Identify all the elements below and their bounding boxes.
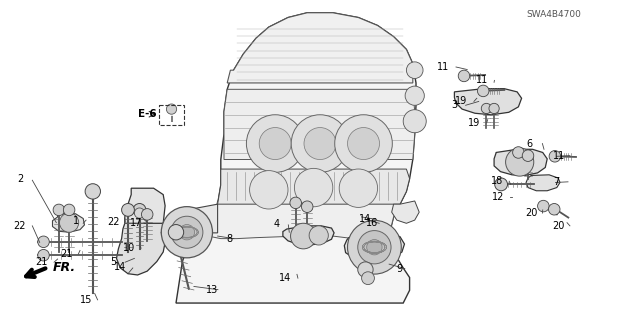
Circle shape [477, 85, 489, 97]
Text: 2: 2 [17, 174, 24, 184]
Circle shape [291, 115, 349, 172]
Text: 6: 6 [527, 138, 533, 149]
Text: 13: 13 [206, 285, 219, 295]
Circle shape [291, 223, 316, 249]
Circle shape [458, 70, 470, 82]
Circle shape [403, 110, 426, 133]
Circle shape [348, 220, 401, 274]
Polygon shape [494, 149, 547, 175]
Circle shape [250, 171, 288, 209]
Circle shape [179, 225, 195, 240]
Circle shape [513, 147, 524, 158]
Circle shape [367, 240, 382, 255]
Text: 21: 21 [60, 249, 73, 259]
Text: 14: 14 [279, 272, 292, 283]
Bar [159, 105, 184, 125]
Text: 19: 19 [455, 96, 468, 107]
Circle shape [301, 201, 313, 212]
Circle shape [63, 204, 75, 216]
Polygon shape [52, 214, 84, 232]
Polygon shape [224, 89, 415, 160]
Text: 11: 11 [476, 75, 488, 85]
Circle shape [522, 150, 534, 161]
Circle shape [259, 128, 291, 160]
Text: 5: 5 [110, 256, 116, 267]
Text: 3: 3 [451, 100, 458, 110]
Circle shape [549, 151, 561, 162]
Circle shape [290, 197, 301, 209]
Text: 9: 9 [396, 263, 403, 274]
Circle shape [548, 204, 560, 215]
Polygon shape [454, 89, 522, 115]
Text: 20: 20 [552, 221, 564, 232]
Circle shape [489, 103, 499, 114]
Polygon shape [211, 201, 400, 242]
Circle shape [406, 62, 423, 78]
Text: 18: 18 [490, 176, 503, 186]
Circle shape [168, 225, 184, 240]
Circle shape [38, 249, 49, 261]
Circle shape [358, 231, 391, 264]
Text: 16: 16 [366, 218, 379, 228]
Polygon shape [161, 220, 211, 243]
Circle shape [358, 262, 373, 277]
Text: 4: 4 [273, 219, 280, 229]
Circle shape [171, 216, 203, 248]
Circle shape [60, 213, 79, 232]
Circle shape [161, 207, 212, 258]
Circle shape [294, 168, 333, 207]
Polygon shape [227, 13, 413, 83]
Text: 14: 14 [358, 214, 371, 224]
Circle shape [339, 169, 378, 207]
Circle shape [309, 226, 328, 245]
Polygon shape [116, 223, 166, 275]
Text: 22: 22 [107, 217, 120, 227]
Text: 22: 22 [13, 221, 26, 231]
Text: 20: 20 [525, 208, 538, 218]
Text: 10: 10 [123, 243, 136, 253]
Polygon shape [344, 232, 404, 261]
Text: FR.: FR. [52, 262, 76, 274]
Text: 8: 8 [226, 234, 232, 244]
Text: 19: 19 [468, 118, 481, 128]
Text: 7: 7 [554, 177, 560, 187]
Polygon shape [392, 201, 419, 223]
Circle shape [481, 103, 492, 114]
Polygon shape [125, 188, 165, 242]
Text: 17: 17 [129, 218, 142, 228]
Circle shape [246, 115, 304, 172]
Circle shape [53, 204, 65, 216]
Circle shape [348, 128, 380, 160]
Circle shape [133, 204, 146, 216]
Text: 11: 11 [436, 62, 449, 72]
Circle shape [85, 184, 100, 199]
Text: 12: 12 [492, 192, 504, 202]
Text: 14: 14 [114, 262, 127, 272]
Polygon shape [526, 175, 560, 191]
Circle shape [495, 178, 508, 191]
Text: E-6: E-6 [138, 109, 157, 119]
Polygon shape [218, 169, 410, 204]
Polygon shape [186, 204, 218, 233]
Text: 1: 1 [72, 216, 79, 226]
Text: 21: 21 [35, 257, 48, 267]
Circle shape [335, 115, 392, 172]
Text: SWA4B4700: SWA4B4700 [526, 10, 581, 19]
Circle shape [122, 204, 134, 216]
Circle shape [141, 209, 153, 220]
Polygon shape [283, 226, 334, 245]
Polygon shape [176, 13, 416, 303]
Circle shape [166, 104, 177, 114]
Circle shape [506, 148, 534, 176]
Circle shape [538, 200, 549, 212]
Circle shape [134, 208, 145, 218]
Circle shape [405, 86, 424, 105]
Text: 11: 11 [553, 151, 566, 161]
Circle shape [362, 272, 374, 285]
Circle shape [38, 236, 49, 248]
Circle shape [304, 128, 336, 160]
Text: 15: 15 [80, 295, 93, 306]
